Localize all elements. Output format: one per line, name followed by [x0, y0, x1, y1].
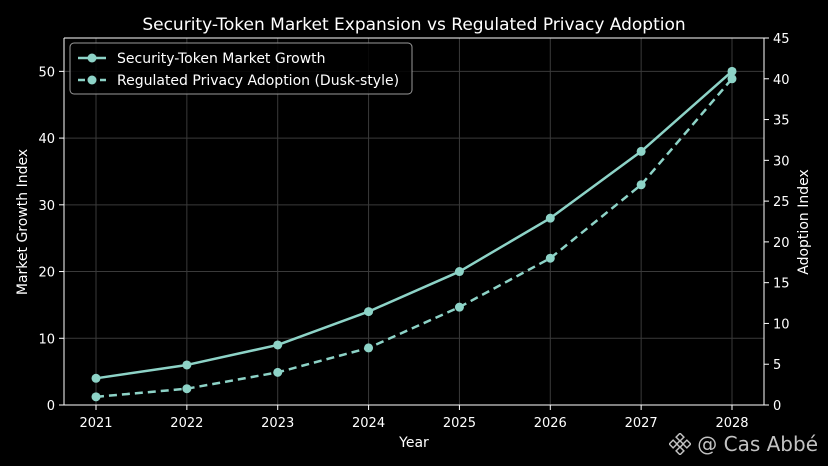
y2-tick-label: 10	[773, 317, 790, 332]
watermark-text: @ Cas Abbé	[697, 432, 818, 456]
x-tick-label: 2027	[625, 416, 658, 431]
y2-tick-label: 45	[773, 32, 790, 47]
data-point-market-growth	[273, 340, 283, 350]
y-tick-label: 0	[47, 399, 55, 414]
watermark: @ Cas Abbé	[669, 432, 818, 456]
y-tick-label: 50	[38, 65, 55, 80]
legend-marker-solid	[87, 53, 97, 63]
x-tick-label: 2023	[261, 416, 294, 431]
data-point-privacy-adoption	[182, 384, 192, 394]
data-point-market-growth	[182, 360, 192, 370]
data-point-market-growth	[91, 373, 101, 383]
y2-tick-label: 35	[773, 114, 790, 129]
legend-marker-dashed	[87, 75, 97, 85]
y2-axis-label: Adoption Index	[796, 169, 812, 274]
data-point-market-growth	[727, 66, 737, 76]
series-layer	[91, 66, 737, 402]
data-point-privacy-adoption	[364, 343, 374, 353]
data-point-privacy-adoption	[636, 180, 646, 190]
y-tick-label: 10	[38, 332, 55, 347]
data-point-privacy-adoption	[727, 74, 737, 84]
series-line-market-growth	[95, 70, 733, 380]
y2-tick-label: 5	[773, 358, 781, 373]
y2-tick-label: 25	[773, 195, 790, 210]
data-point-market-growth	[454, 267, 464, 277]
x-axis-label: Year	[398, 435, 429, 451]
legend-label-adoption: Regulated Privacy Adoption (Dusk-style)	[117, 73, 399, 89]
y-tick-label: 40	[38, 132, 55, 147]
data-point-privacy-adoption	[454, 302, 464, 312]
y-axis-label: Market Growth Index	[15, 149, 31, 295]
y2-tick-label: 40	[773, 73, 790, 88]
data-point-market-growth	[364, 307, 374, 317]
data-point-privacy-adoption	[91, 392, 101, 402]
binance-logo-icon	[669, 433, 692, 455]
y2-tick-label: 15	[773, 277, 790, 292]
x-tick-label: 2021	[79, 416, 112, 431]
x-tick-label: 2024	[352, 416, 385, 431]
x-tick-label: 2022	[170, 416, 203, 431]
data-point-market-growth	[545, 213, 555, 223]
chart-title: Security-Token Market Expansion vs Regul…	[142, 15, 685, 35]
legend-label-market: Security-Token Market Growth	[117, 51, 326, 67]
y2-tick-label: 0	[773, 399, 781, 414]
x-tick-label: 2026	[534, 416, 567, 431]
y-tick-label: 20	[38, 266, 55, 281]
data-point-market-growth	[636, 146, 646, 156]
axes-layer: 2021 2022 2023 2024 2025 2026 2027 202801020304…	[38, 32, 789, 431]
x-tick-label: 2025	[443, 416, 476, 431]
y2-tick-label: 30	[773, 154, 790, 169]
data-point-privacy-adoption	[545, 253, 555, 263]
data-point-privacy-adoption	[273, 367, 283, 377]
legend: Security-Token Market Growth Regulated P…	[69, 42, 413, 95]
legend-frame	[69, 42, 413, 95]
y-tick-label: 30	[38, 199, 55, 214]
x-tick-label: 2028	[715, 416, 748, 431]
series-line-privacy-adoption	[95, 77, 733, 399]
y2-tick-label: 20	[773, 236, 790, 251]
